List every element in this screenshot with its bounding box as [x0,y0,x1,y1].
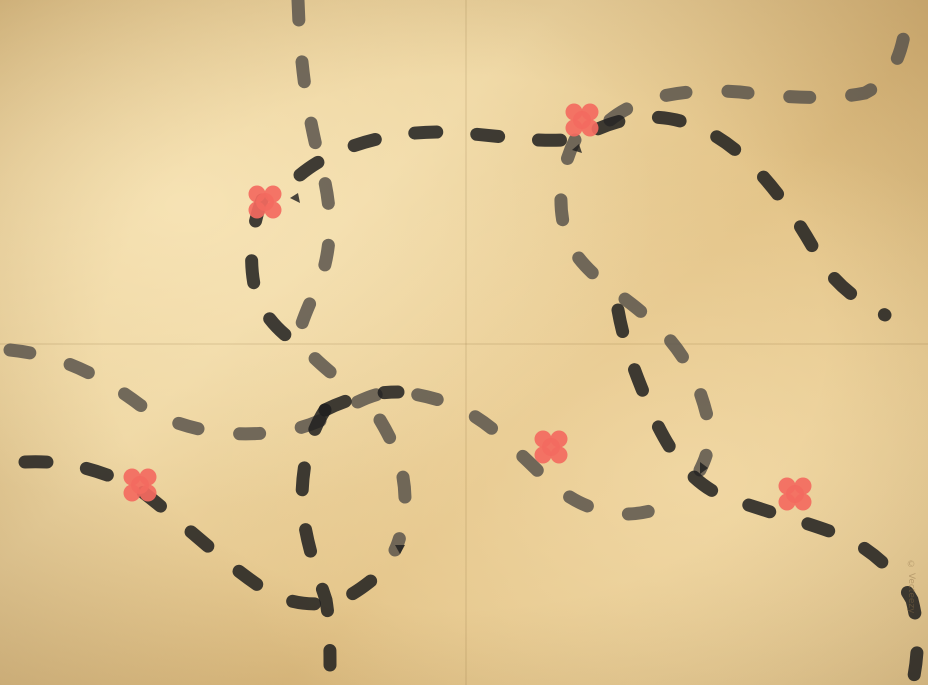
watermark: © Vecteezy [906,560,916,614]
trail-arrow-icon [572,144,582,153]
treasure-x-icon[interactable] [565,103,599,137]
trail-faded [3,0,913,557]
trail-arrow-icon [395,545,405,554]
trail-dark [18,110,924,685]
arrowheads [290,144,708,554]
trail-arrow-icon [290,193,300,203]
treasure-x-icon[interactable] [778,477,812,511]
trail-arrow-icon [700,462,708,474]
fold-crease-vertical [465,0,467,685]
fold-crease-horizontal [0,343,928,345]
treasure-x-icon[interactable] [534,430,568,464]
treasure-x-icon[interactable] [248,185,282,219]
